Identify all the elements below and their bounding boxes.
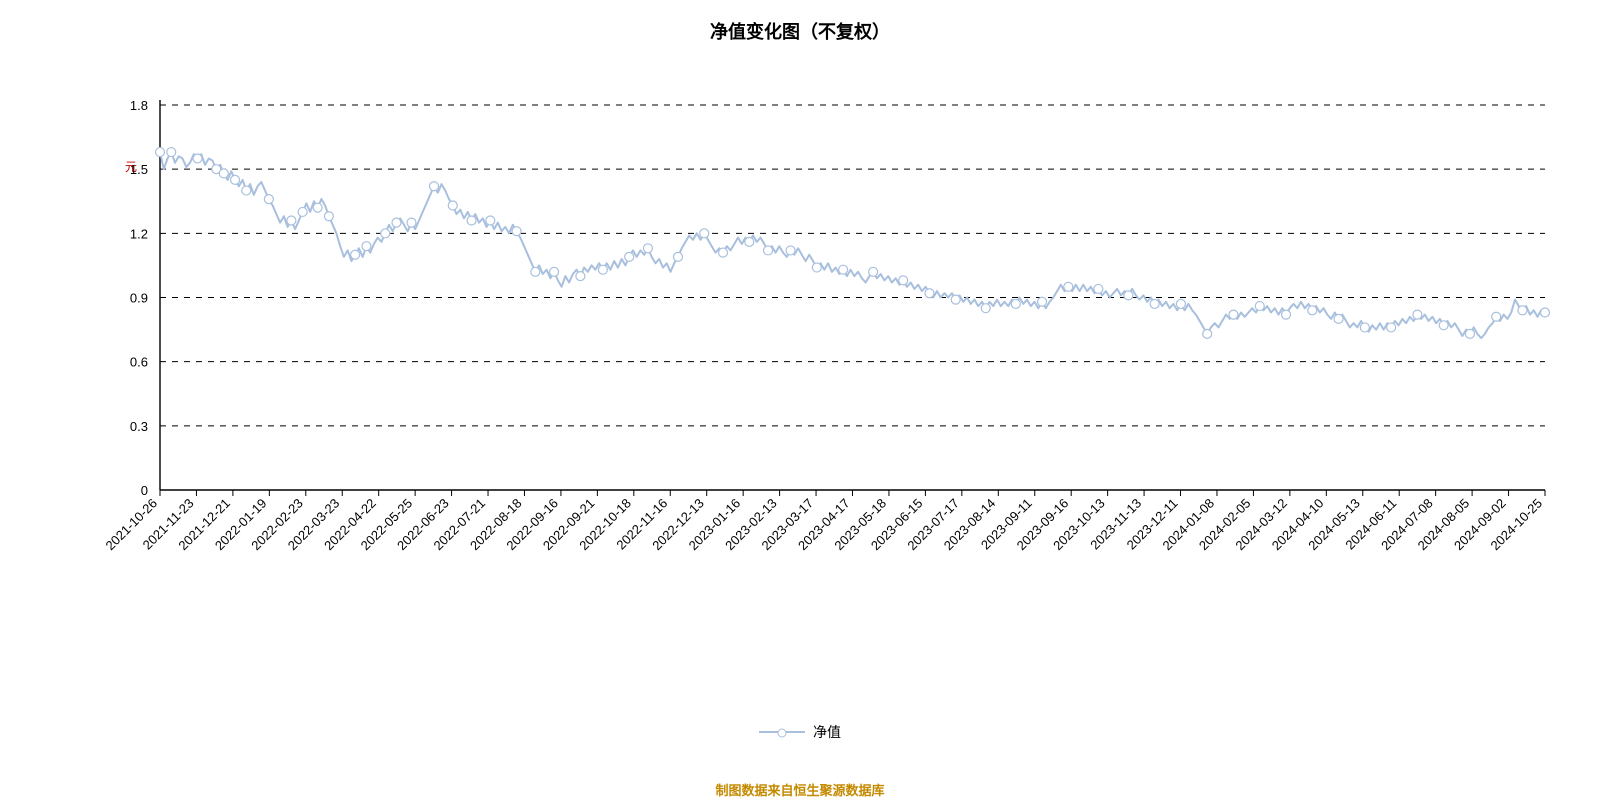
chart-footer: 制图数据来自恒生聚源数据库	[0, 780, 1600, 799]
svg-text:0.3: 0.3	[130, 419, 148, 434]
legend-label: 净值	[813, 722, 841, 742]
svg-text:0: 0	[141, 483, 148, 498]
svg-text:1.5: 1.5	[130, 162, 148, 177]
svg-text:1.2: 1.2	[130, 226, 148, 241]
legend-marker	[778, 729, 787, 738]
legend-swatch	[759, 731, 805, 733]
svg-text:1.8: 1.8	[130, 98, 148, 113]
svg-text:0.6: 0.6	[130, 355, 148, 370]
legend: 净值	[0, 720, 1600, 742]
svg-text:0.9: 0.9	[130, 291, 148, 306]
nav-chart: 00.30.60.91.21.51.82021-10-262021-11-232…	[0, 0, 1600, 800]
